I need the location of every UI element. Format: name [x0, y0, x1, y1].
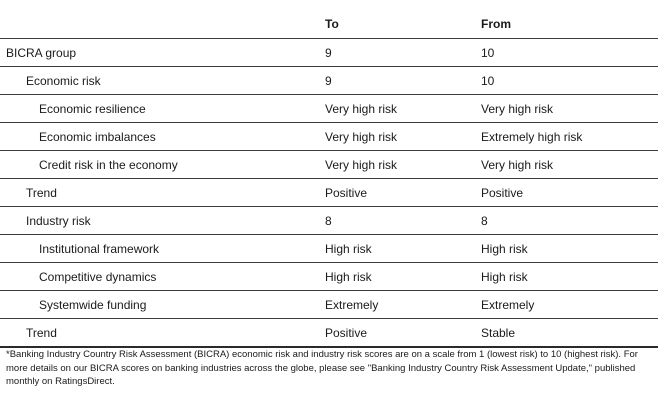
- table-header: To From: [0, 10, 658, 39]
- row-to-value: 9: [320, 66, 476, 95]
- table-row: Economic risk 9 10: [0, 66, 658, 95]
- row-to-value: Positive: [320, 318, 476, 348]
- row-label: Economic imbalances: [0, 122, 320, 151]
- table-row: Trend Positive Stable: [0, 318, 658, 348]
- row-label: Credit risk in the economy: [0, 150, 320, 179]
- row-label: Economic resilience: [0, 94, 320, 123]
- header-row: To From: [0, 10, 658, 39]
- row-label: Institutional framework: [0, 234, 320, 263]
- row-from-value: Extremely high risk: [476, 122, 658, 151]
- header-from: From: [476, 10, 658, 39]
- row-label: Trend: [0, 318, 320, 348]
- row-from-value: Extremely: [476, 290, 658, 319]
- footnote: *Banking Industry Country Risk Assessmen…: [6, 349, 638, 387]
- table-row: Institutional framework High risk High r…: [0, 234, 658, 263]
- row-to-value: 9: [320, 38, 476, 67]
- bicra-table-container: To From BICRA group 9 10 Economic risk 9…: [0, 10, 658, 348]
- row-from-value: 10: [476, 38, 658, 67]
- table-row: BICRA group 9 10: [0, 38, 658, 67]
- row-from-value: 8: [476, 206, 658, 235]
- row-to-value: Very high risk: [320, 94, 476, 123]
- row-to-value: Very high risk: [320, 150, 476, 179]
- bicra-table: To From BICRA group 9 10 Economic risk 9…: [0, 10, 658, 348]
- row-label: Economic risk: [0, 66, 320, 95]
- row-to-value: High risk: [320, 262, 476, 291]
- row-to-value: 8: [320, 206, 476, 235]
- row-from-value: High risk: [476, 234, 658, 263]
- table-row: Credit risk in the economy Very high ris…: [0, 150, 658, 179]
- table-body: BICRA group 9 10 Economic risk 9 10 Econ…: [0, 38, 658, 348]
- row-to-value: Positive: [320, 178, 476, 207]
- row-label: Trend: [0, 178, 320, 207]
- row-from-value: Stable: [476, 318, 658, 348]
- table-row: Economic imbalances Very high risk Extre…: [0, 122, 658, 151]
- row-from-value: Positive: [476, 178, 658, 207]
- row-to-value: Extremely: [320, 290, 476, 319]
- table-row: Trend Positive Positive: [0, 178, 658, 207]
- table-row: Economic resilience Very high risk Very …: [0, 94, 658, 123]
- table-row: Industry risk 8 8: [0, 206, 658, 235]
- row-to-value: Very high risk: [320, 122, 476, 151]
- row-from-value: Very high risk: [476, 150, 658, 179]
- row-from-value: 10: [476, 66, 658, 95]
- table-row: Competitive dynamics High risk High risk: [0, 262, 658, 291]
- row-from-value: High risk: [476, 262, 658, 291]
- row-label: Competitive dynamics: [0, 262, 320, 291]
- row-label: Systemwide funding: [0, 290, 320, 319]
- row-to-value: High risk: [320, 234, 476, 263]
- row-label: Industry risk: [0, 206, 320, 235]
- row-label: BICRA group: [0, 38, 320, 67]
- header-label: [0, 10, 320, 39]
- header-to: To: [320, 10, 476, 39]
- table-row: Systemwide funding Extremely Extremely: [0, 290, 658, 319]
- row-from-value: Very high risk: [476, 94, 658, 123]
